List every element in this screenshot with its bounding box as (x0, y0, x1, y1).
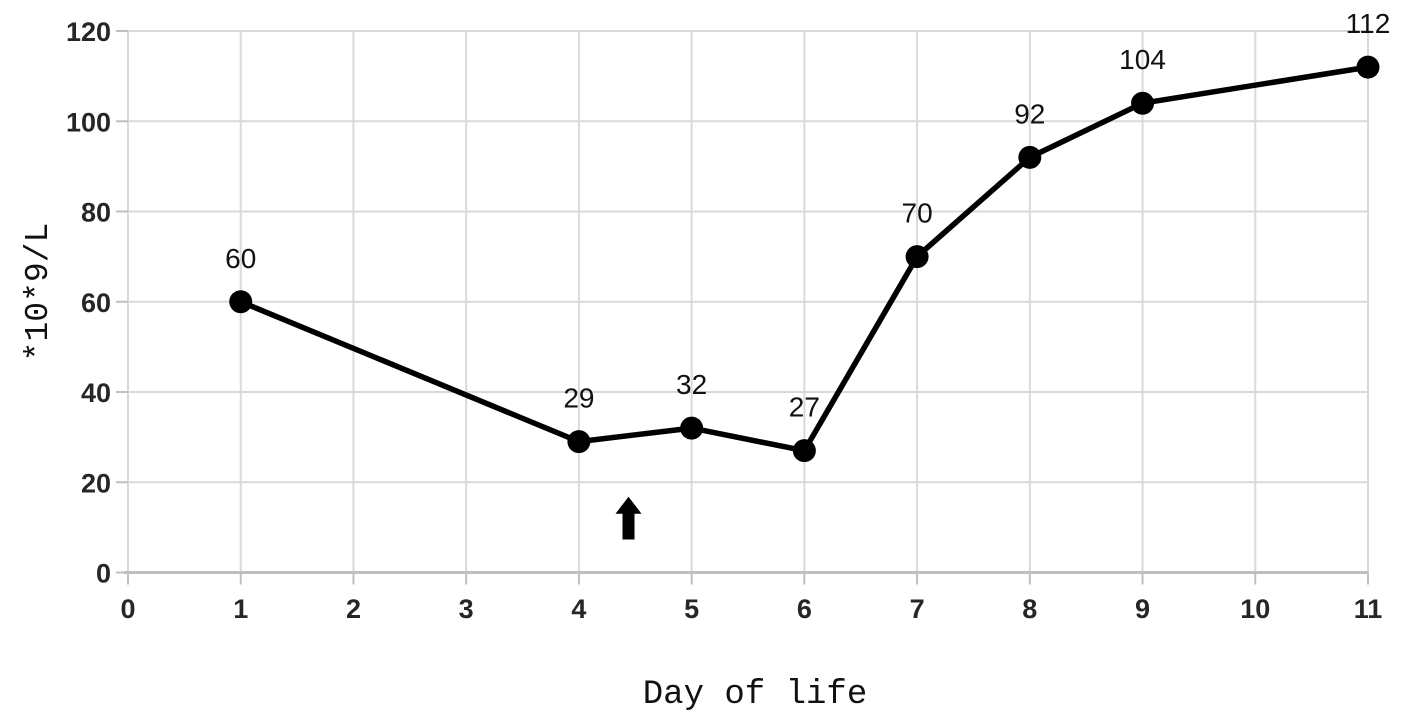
y-tick-label: 100 (66, 107, 111, 137)
gridlines (127, 30, 1369, 574)
data-point (1131, 91, 1155, 115)
arrow-annotation (615, 496, 642, 540)
point-label: 32 (676, 369, 707, 400)
point-label: 27 (789, 392, 820, 423)
data-point (229, 290, 253, 314)
y-tick-label: 60 (81, 288, 111, 318)
up-arrow-icon (615, 496, 642, 540)
series-line (237, 64, 1371, 454)
x-tick-label: 8 (1022, 594, 1037, 624)
x-tick-label: 6 (797, 594, 812, 624)
y-tick-label: 40 (81, 378, 111, 408)
x-tick-label: 7 (910, 594, 925, 624)
x-tick-label: 2 (346, 594, 361, 624)
data-series: 60 29 32 27 70 92 104 112 (225, 8, 1391, 463)
data-point (1018, 145, 1042, 169)
point-label: 104 (1119, 44, 1166, 75)
point-label: 60 (225, 243, 256, 274)
point-label: 92 (1014, 98, 1045, 129)
x-tick-label: 0 (120, 594, 135, 624)
x-tick-label: 10 (1240, 594, 1270, 624)
data-point (680, 416, 704, 440)
tick-labels: 0 1 2 3 4 5 6 7 8 9 10 11 0 20 40 60 80 100 120 (66, 17, 1382, 624)
point-label: 29 (563, 383, 594, 414)
x-tick-label: 3 (459, 594, 474, 624)
axes (116, 30, 1369, 585)
y-tick-label: 80 (81, 198, 111, 228)
y-tick-label: 20 (81, 468, 111, 498)
y-tick-label: 0 (96, 559, 111, 589)
x-tick-label: 9 (1135, 594, 1150, 624)
data-point (567, 430, 591, 454)
data-point (792, 439, 816, 463)
data-point (905, 245, 929, 269)
x-tick-label: 5 (684, 594, 699, 624)
x-axis-title: Day of life (643, 676, 867, 714)
x-tick-label: 11 (1354, 594, 1383, 624)
x-tick-label: 4 (571, 594, 586, 624)
data-point (1356, 55, 1380, 79)
x-tick-label: 1 (233, 594, 248, 624)
point-label: 70 (902, 198, 933, 229)
y-axis-title: *10*9/L (20, 223, 57, 362)
y-tick-label: 120 (66, 17, 111, 47)
point-label: 112 (1346, 8, 1391, 39)
